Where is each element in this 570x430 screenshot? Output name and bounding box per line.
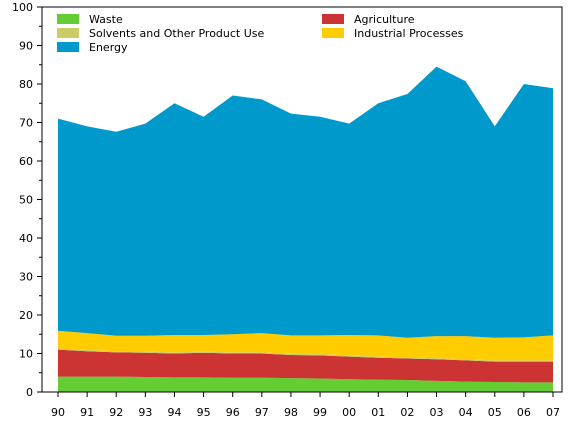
y-tick-label: 10 bbox=[19, 348, 33, 361]
area-solvents-and-other-product-use bbox=[58, 348, 553, 362]
legend: Waste Agriculture Solvents and Other Produ… bbox=[57, 13, 464, 54]
x-tick-label: 98 bbox=[284, 406, 298, 419]
y-tick-label: 70 bbox=[19, 117, 33, 130]
x-tick-label: 03 bbox=[430, 406, 444, 419]
x-tick-label: 01 bbox=[371, 406, 385, 419]
y-tick-label: 0 bbox=[26, 386, 33, 399]
legend-label-agriculture: Agriculture bbox=[354, 13, 415, 26]
x-tick-label: 99 bbox=[313, 406, 327, 419]
y-tick-label: 100 bbox=[12, 1, 33, 14]
x-tick-label: 94 bbox=[167, 406, 181, 419]
y-tick-label: 60 bbox=[19, 155, 33, 168]
x-tick-label: 00 bbox=[342, 406, 356, 419]
legend-swatch-agriculture bbox=[322, 14, 344, 24]
legend-label-industrial-processes: Industrial Processes bbox=[354, 27, 464, 40]
x-tick-label: 96 bbox=[226, 406, 240, 419]
area-energy bbox=[58, 66, 553, 338]
area-waste bbox=[58, 376, 553, 392]
x-tick-label: 05 bbox=[488, 406, 502, 419]
y-tick-label: 30 bbox=[19, 271, 33, 284]
x-tick-label: 91 bbox=[80, 406, 94, 419]
y-tick-label: 90 bbox=[19, 40, 33, 53]
x-tick-label: 97 bbox=[255, 406, 269, 419]
legend-swatch-waste bbox=[57, 14, 79, 24]
legend-swatch-energy bbox=[57, 42, 79, 52]
x-tick-label: 07 bbox=[546, 406, 560, 419]
y-tick-label: 40 bbox=[19, 232, 33, 245]
x-tick-label: 95 bbox=[197, 406, 211, 419]
x-tick-label: 06 bbox=[517, 406, 531, 419]
area-industrial-processes bbox=[58, 330, 553, 361]
x-tick-label: 92 bbox=[109, 406, 123, 419]
x-tick-label: 04 bbox=[459, 406, 473, 419]
x-tick-label: 90 bbox=[51, 406, 65, 419]
area-layers bbox=[58, 66, 553, 392]
y-tick-label: 50 bbox=[19, 194, 33, 207]
legend-label-energy: Energy bbox=[89, 41, 128, 54]
y-tick-label: 20 bbox=[19, 309, 33, 322]
x-tick-label: 02 bbox=[400, 406, 414, 419]
legend-swatch-industrial-processes bbox=[322, 28, 344, 38]
x-tick-label: 93 bbox=[138, 406, 152, 419]
legend-label-waste: Waste bbox=[89, 13, 123, 26]
y-tick-label: 80 bbox=[19, 78, 33, 91]
legend-swatch-solvents-and-other-product-use bbox=[57, 28, 79, 38]
legend-label-solvents-and-other-product-use: Solvents and Other Product Use bbox=[89, 27, 265, 40]
area-agriculture bbox=[58, 349, 553, 383]
